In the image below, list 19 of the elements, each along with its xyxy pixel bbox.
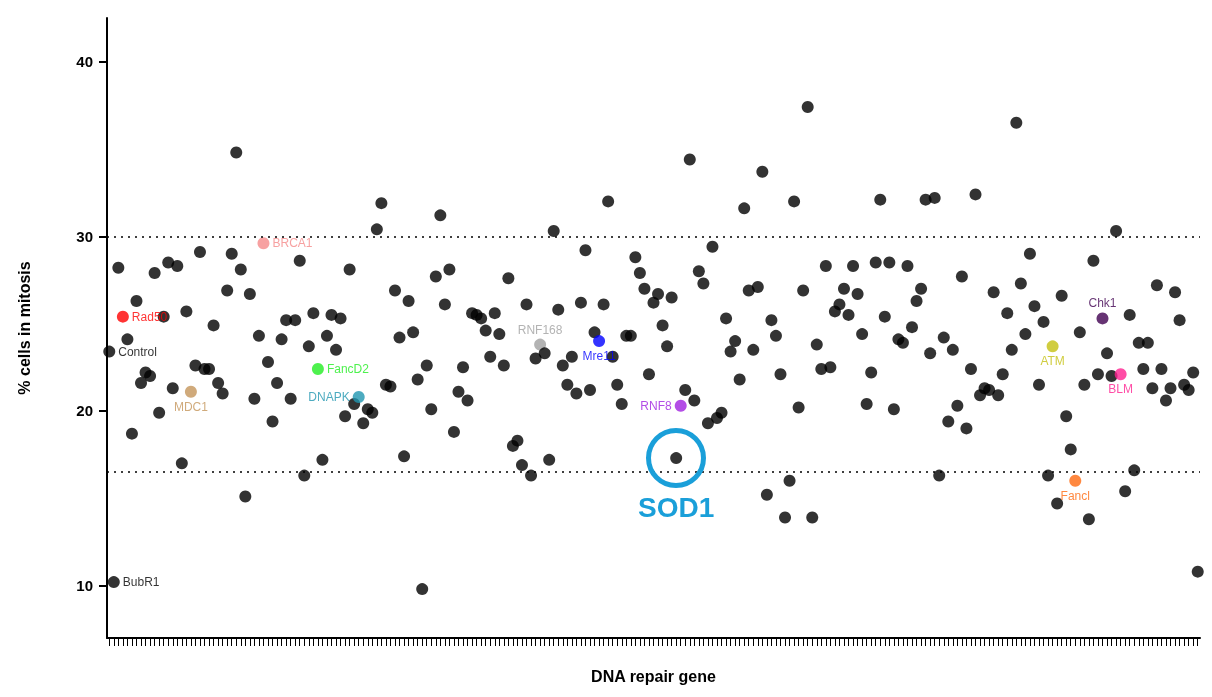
y-tick-label: 20 — [76, 402, 93, 420]
data-label: BubR1 — [122, 575, 160, 590]
data-label: Fancl — [1060, 488, 1090, 503]
x-axis-title: DNA repair gene — [591, 667, 716, 685]
data-label: Chk1 — [1088, 296, 1117, 311]
y-tick-label: 10 — [76, 577, 93, 595]
data-label: MDC1 — [173, 399, 209, 414]
y-tick-label: 40 — [76, 53, 93, 71]
data-label: RNF168 — [517, 322, 563, 337]
data-label: RNF8 — [640, 398, 673, 413]
y-axis-title: % cells in mitosis — [15, 261, 33, 395]
y-tick-label: 30 — [76, 227, 93, 245]
data-label: Control — [118, 344, 157, 359]
data-label: FancD2 — [326, 362, 370, 377]
annotation: SOD1 — [637, 492, 716, 525]
data-label: BLM — [1108, 382, 1133, 397]
data-label: BRCA1 — [272, 236, 313, 251]
data-label: ATM — [1040, 354, 1065, 369]
data-label: DNAPK — [308, 389, 350, 404]
